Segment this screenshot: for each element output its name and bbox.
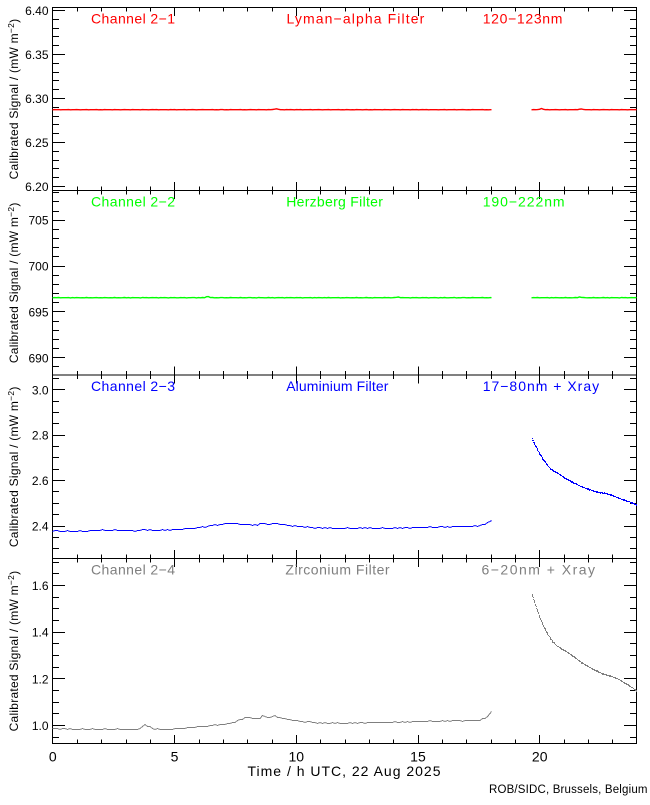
svg-text:1.6: 1.6 — [32, 579, 49, 593]
svg-text:1.4: 1.4 — [32, 626, 49, 640]
svg-text:15: 15 — [410, 748, 426, 764]
svg-text:6.40: 6.40 — [25, 4, 49, 18]
svg-text:0: 0 — [49, 748, 57, 764]
svg-text:10: 10 — [288, 748, 304, 764]
svg-text:700: 700 — [28, 260, 48, 274]
svg-text:Calibrated Signal / (mW m−2): Calibrated Signal / (mW m−2) — [6, 571, 21, 732]
svg-text:1.2: 1.2 — [32, 672, 49, 686]
svg-text:Time / h UTC, 22 Aug 2025: Time / h UTC, 22 Aug 2025 — [248, 763, 441, 779]
svg-text:Lyman−alpha Filter: Lyman−alpha Filter — [287, 10, 425, 26]
svg-text:20: 20 — [532, 748, 548, 764]
svg-text:5: 5 — [171, 748, 179, 764]
svg-text:3.0: 3.0 — [32, 383, 49, 397]
svg-text:Channel 2−3: Channel 2−3 — [91, 378, 175, 394]
svg-text:17−80nm + Xray: 17−80nm + Xray — [483, 378, 599, 394]
svg-text:Zirconium Filter: Zirconium Filter — [285, 561, 390, 577]
svg-text:705: 705 — [28, 214, 48, 228]
svg-text:Calibrated Signal / (mW m−2): Calibrated Signal / (mW m−2) — [6, 202, 21, 363]
svg-text:6−20nm + Xray: 6−20nm + Xray — [482, 561, 596, 577]
svg-text:Calibrated Signal / (mW m−2): Calibrated Signal / (mW m−2) — [6, 386, 21, 547]
svg-text:190−222nm: 190−222nm — [483, 193, 565, 209]
svg-text:2.4: 2.4 — [32, 520, 49, 534]
svg-text:6.25: 6.25 — [25, 136, 49, 150]
svg-text:6.20: 6.20 — [25, 180, 49, 194]
svg-text:690: 690 — [28, 351, 48, 365]
svg-text:Channel 2−4: Channel 2−4 — [91, 561, 175, 577]
svg-text:695: 695 — [28, 305, 48, 319]
svg-text:6.30: 6.30 — [25, 92, 49, 106]
svg-text:2.6: 2.6 — [32, 474, 49, 488]
svg-text:6.35: 6.35 — [25, 48, 49, 62]
svg-text:ROB/SIDC, Brussels, Belgium: ROB/SIDC, Brussels, Belgium — [489, 784, 648, 796]
svg-text:Channel 2−2: Channel 2−2 — [91, 193, 175, 209]
svg-text:1.0: 1.0 — [32, 719, 49, 733]
svg-text:2.8: 2.8 — [32, 429, 49, 443]
svg-text:Herzberg Filter: Herzberg Filter — [286, 193, 383, 209]
svg-text:120−123nm: 120−123nm — [483, 10, 563, 26]
svg-text:Aluminium Filter: Aluminium Filter — [286, 378, 389, 394]
svg-text:Channel 2−1: Channel 2−1 — [91, 10, 175, 26]
svg-text:Calibrated Signal / (mW m−2): Calibrated Signal / (mW m−2) — [6, 19, 21, 180]
